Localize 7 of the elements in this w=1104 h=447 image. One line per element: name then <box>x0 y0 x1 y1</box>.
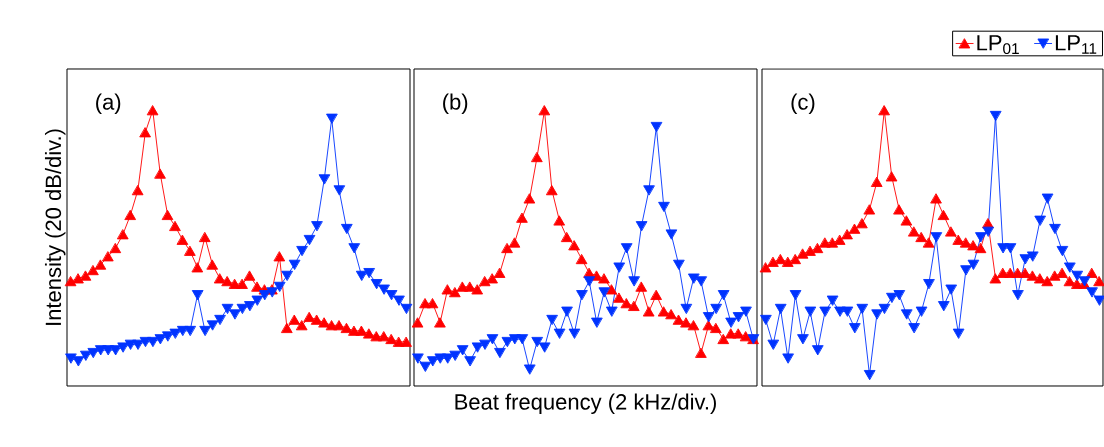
legend-label: LP$_{11}$ <box>1055 35 1097 54</box>
y-axis-title: Intensity (20 dB/div.) <box>44 129 66 325</box>
annotation: (a) <box>96 93 121 115</box>
legend-label: LP$_{01}$ <box>977 35 1019 55</box>
x-axis-title: Beat frequency (2 kHz/div.) <box>455 393 716 415</box>
annotation: (b) <box>443 93 468 115</box>
annotation: (c) <box>791 93 815 115</box>
